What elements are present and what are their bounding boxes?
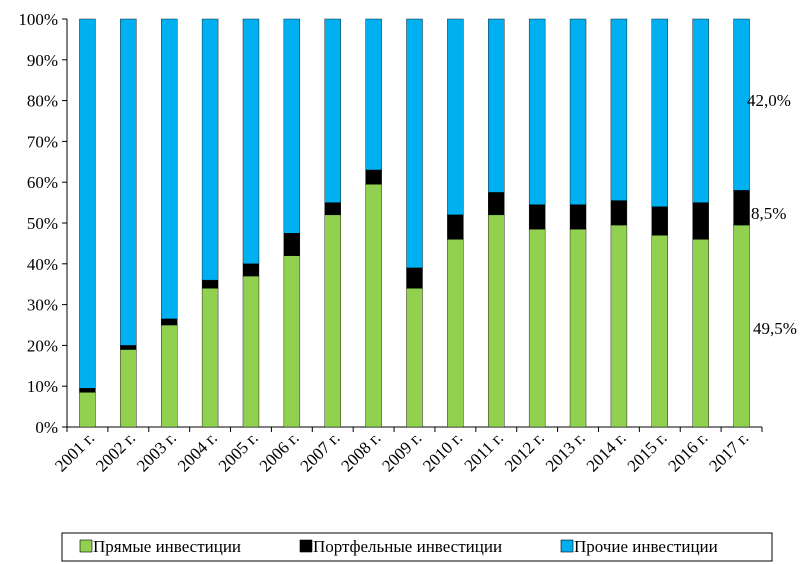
x-tick-label: 2003 г. (133, 428, 180, 475)
bar-direct-2016 (692, 239, 709, 428)
bar-portfolio-2011 (488, 192, 505, 216)
y-tick-label: 20% (27, 336, 58, 355)
bar-direct-2005 (242, 275, 260, 428)
y-tick-label: 100% (18, 10, 58, 29)
y-tick-label: 0% (35, 418, 58, 437)
x-tick-label: 2008 г. (337, 428, 384, 475)
bar-direct-2004 (201, 288, 219, 428)
x-tick-label: 2005 г. (215, 428, 262, 475)
y-tick-label: 80% (27, 92, 58, 111)
bar-direct-2015 (651, 235, 668, 428)
legend-swatch-direct (79, 539, 93, 553)
x-tick-label: 2017 г. (705, 428, 752, 475)
bar-direct-2013 (569, 228, 587, 428)
x-tick-label: 2012 г. (501, 428, 548, 475)
x-tick-label: 2014 г. (583, 428, 630, 475)
annotations: 42,0% 8,5% 49,5% (747, 91, 797, 338)
bar-direct-2001 (79, 392, 96, 428)
bar-portfolio-2014 (610, 200, 628, 226)
bar-other-2007 (324, 18, 341, 203)
bar-portfolio-2004 (201, 279, 219, 289)
y-tick-label: 10% (27, 377, 58, 396)
bar-other-2014 (610, 18, 628, 201)
bar-portfolio-2007 (324, 202, 341, 216)
bar-other-2002 (120, 18, 137, 346)
bar-portfolio-2006 (283, 232, 301, 256)
legend-box (61, 532, 773, 562)
bar-portfolio-2001 (79, 388, 96, 393)
x-tick-label: 2007 г. (296, 428, 343, 475)
x-tick-label: 2006 г. (256, 428, 303, 475)
x-tick-label: 2002 г. (92, 428, 139, 475)
bar-other-2001 (79, 18, 96, 389)
bar-direct-2008 (365, 184, 382, 428)
legend-label-portfolio: Портфельные инвестиции (313, 537, 502, 556)
x-tick-label: 2016 г. (664, 428, 711, 475)
bar-direct-2009 (406, 288, 423, 428)
y-tick-label: 30% (27, 296, 58, 315)
bar-other-2005 (242, 18, 260, 265)
y-tick-label: 60% (27, 173, 58, 192)
legend-label-direct: Прямые инвестиции (93, 537, 241, 556)
legend-label-other: Прочие инвестиции (574, 537, 718, 556)
bar-portfolio-2010 (447, 214, 464, 240)
bar-portfolio-2017 (733, 190, 750, 226)
bar-other-2006 (283, 18, 301, 234)
y-axis: 0% 10% 20% 30% 40% 50% 60% 70% 80% 90% 100% (18, 10, 68, 437)
bar-other-2012 (528, 18, 546, 205)
bar-other-2015 (651, 18, 668, 207)
bar-other-2009 (406, 18, 423, 269)
bar-direct-2010 (447, 239, 464, 428)
bar-other-2010 (447, 18, 464, 216)
bar-portfolio-2012 (528, 204, 546, 230)
bar-direct-2003 (161, 324, 178, 428)
y-tick-label: 70% (27, 132, 58, 151)
bar-portfolio-2008 (365, 169, 382, 185)
y-tick-label: 40% (27, 255, 58, 274)
x-tick-label: 2015 г. (624, 428, 671, 475)
bar-other-2013 (569, 18, 587, 205)
bar-direct-2011 (488, 214, 505, 428)
bar-direct-2012 (528, 228, 546, 428)
bar-direct-2017 (733, 224, 750, 428)
bar-direct-2007 (324, 214, 341, 428)
x-tick-label: 2009 г. (378, 428, 425, 475)
bar-other-2011 (488, 18, 505, 193)
bar-portfolio-2002 (120, 345, 137, 350)
legend-swatch-portfolio (299, 539, 313, 553)
bar-other-2003 (161, 18, 178, 320)
y-tick-label: 50% (27, 214, 58, 233)
bar-portfolio-2005 (242, 263, 260, 277)
y-tick-label: 90% (27, 51, 58, 70)
annotation-other-2017: 42,0% (747, 91, 791, 110)
x-tick-label: 2011 г. (460, 428, 507, 475)
bar-other-2004 (201, 18, 219, 281)
x-axis: 2001 г.2002 г.2003 г.2004 г.2005 г.2006 … (51, 426, 763, 475)
annotation-portfolio-2017: 8,5% (751, 204, 786, 223)
legend-swatch-other (560, 539, 574, 553)
bar-portfolio-2003 (161, 318, 178, 326)
bar-other-2017 (733, 18, 750, 191)
bars (79, 18, 750, 428)
x-tick-label: 2013 г. (542, 428, 589, 475)
bar-direct-2006 (283, 255, 301, 428)
bar-portfolio-2009 (406, 267, 423, 289)
legend: Прямые инвестиции Портфельные инвестиции… (61, 532, 773, 562)
bar-other-2016 (692, 18, 709, 203)
annotation-direct-2017: 49,5% (753, 319, 797, 338)
bar-portfolio-2015 (651, 206, 668, 236)
x-tick-label: 2004 г. (174, 428, 221, 475)
bar-portfolio-2013 (569, 204, 587, 230)
x-tick-label: 2010 г. (419, 428, 466, 475)
bar-direct-2014 (610, 224, 628, 428)
bar-direct-2002 (120, 349, 137, 428)
bar-portfolio-2016 (692, 202, 709, 240)
bar-other-2008 (365, 18, 382, 171)
x-tick-label: 2001 г. (51, 428, 98, 475)
